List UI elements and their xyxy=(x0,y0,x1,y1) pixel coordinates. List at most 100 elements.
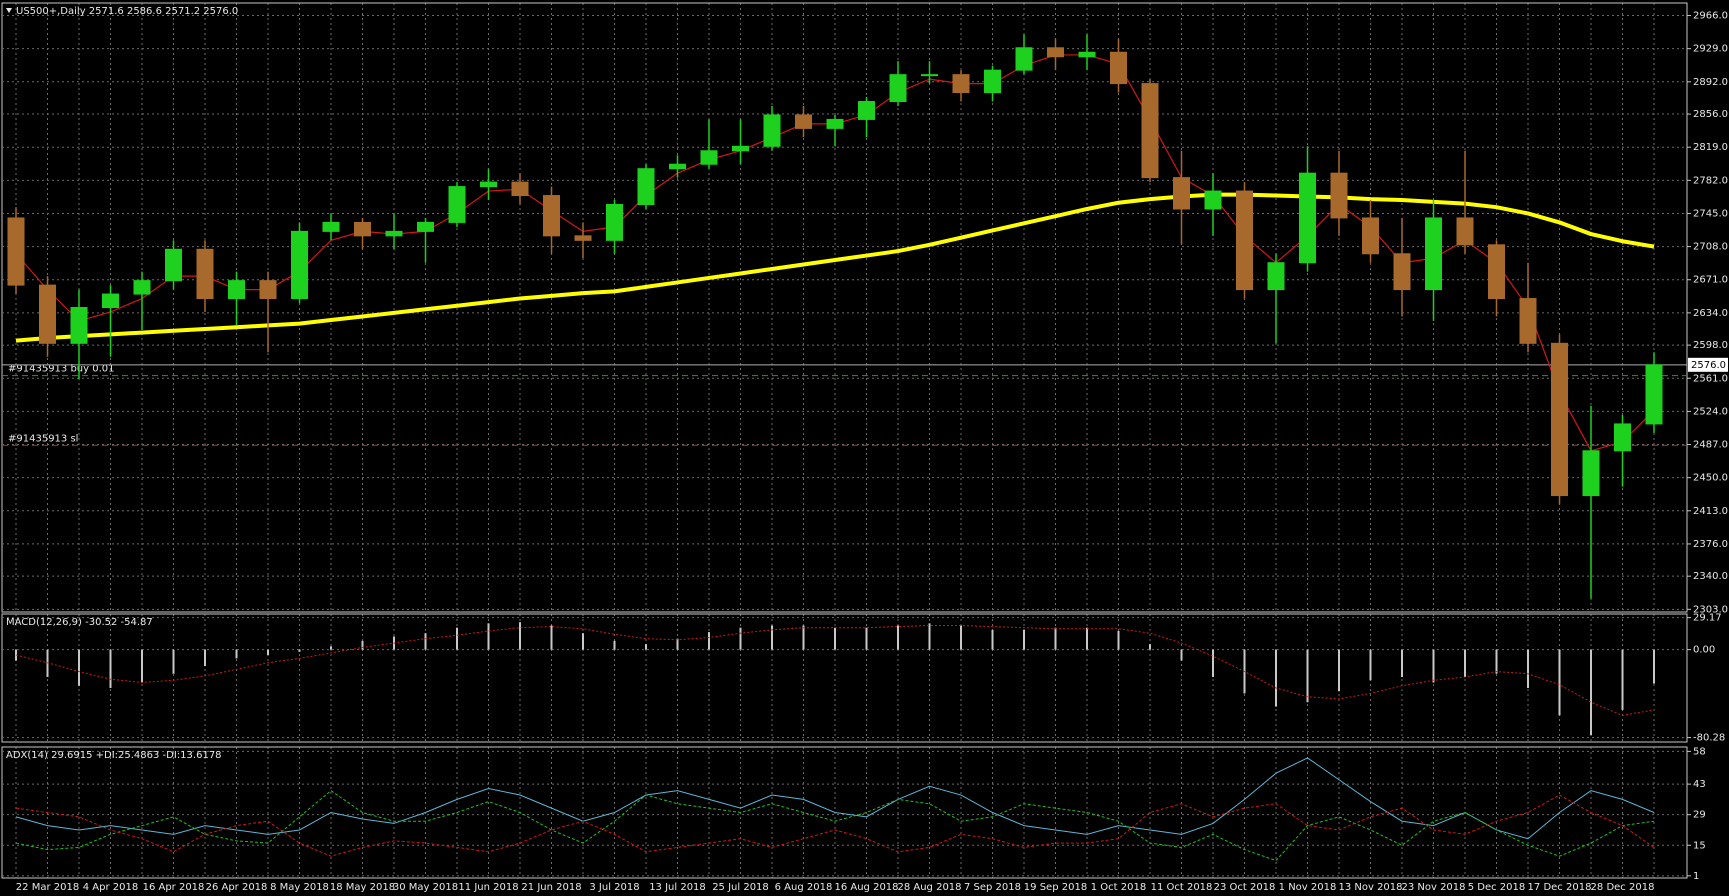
y-tick-label: 2892.0 xyxy=(1693,77,1728,88)
x-tick-label: 23 Oct 2018 xyxy=(1214,882,1276,893)
candle-body xyxy=(7,217,25,286)
candle-body xyxy=(984,69,1001,94)
macd-bar xyxy=(802,625,805,650)
macd-bar xyxy=(1653,649,1655,684)
x-tick-label: 5 Dec 2018 xyxy=(1468,882,1526,893)
macd-bar xyxy=(1338,649,1340,692)
x-tick-label: 4 Apr 2018 xyxy=(83,882,138,893)
x-tick-label: 13 Nov 2018 xyxy=(1338,882,1402,893)
y-tick-label: 2340.0 xyxy=(1693,571,1728,582)
x-tick-label: 18 May 2018 xyxy=(330,882,395,893)
panel-frame xyxy=(1,2,1688,613)
x-tick-label: 3 Jul 2018 xyxy=(589,882,639,893)
y-tick-label: 15 xyxy=(1693,840,1706,851)
candle-body xyxy=(1362,217,1379,255)
candle-body xyxy=(637,168,655,206)
candle-body xyxy=(889,74,907,103)
y-tick-label: -80.28 xyxy=(1693,733,1725,744)
candle-body xyxy=(763,114,781,147)
macd-bar xyxy=(1621,649,1624,710)
candle-body xyxy=(322,221,340,232)
candle-body xyxy=(1645,364,1663,425)
macd-bar xyxy=(1149,644,1151,650)
macd-bar xyxy=(928,623,931,650)
candle-body xyxy=(102,293,119,308)
candle-body xyxy=(1015,47,1033,71)
macd-bar xyxy=(1023,629,1025,650)
macd-bar xyxy=(487,623,490,650)
candle-body xyxy=(606,204,623,241)
candle-body xyxy=(196,248,214,300)
macd-bar xyxy=(550,625,553,650)
candle-body xyxy=(952,74,970,94)
candle-body xyxy=(228,280,245,300)
candle-body xyxy=(39,284,56,344)
macd-bar xyxy=(1117,630,1120,650)
order-label: #91435913 sl xyxy=(8,433,78,444)
y-tick-label: 43 xyxy=(1693,779,1706,790)
y-tick-label: 58 xyxy=(1693,746,1706,757)
x-tick-label: 11 Oct 2018 xyxy=(1151,882,1213,893)
macd-bar xyxy=(235,649,238,659)
y-tick-label: 2782.0 xyxy=(1693,175,1728,186)
macd-bar xyxy=(582,633,584,650)
candle-body xyxy=(1551,342,1568,497)
macd-bar xyxy=(330,646,332,650)
x-tick-label: 1 Nov 2018 xyxy=(1279,882,1337,893)
macd-bar xyxy=(424,633,427,650)
y-tick-label: 2745.0 xyxy=(1693,208,1728,219)
x-tick-label: 22 Mar 2018 xyxy=(16,882,79,893)
candle-body xyxy=(1519,298,1537,344)
y-tick-label: 2413.0 xyxy=(1693,506,1728,517)
candle-body xyxy=(1614,423,1631,452)
x-tick-label: 30 May 2018 xyxy=(393,882,458,893)
x-tick-label: 13 Jul 2018 xyxy=(649,882,706,893)
y-tick-label: 2966.0 xyxy=(1693,11,1728,22)
macd-bar xyxy=(1054,627,1057,650)
menu-arrow[interactable] xyxy=(6,8,12,13)
y-tick-label: 2708.0 xyxy=(1693,242,1728,253)
macd-bar xyxy=(960,625,962,650)
y-tick-label: 0.00 xyxy=(1693,645,1715,656)
candle-body xyxy=(1173,177,1190,210)
macd-bar xyxy=(361,640,364,650)
macd-bar xyxy=(1306,649,1309,703)
macd-bar xyxy=(1369,649,1372,681)
macd-bar xyxy=(1180,649,1183,661)
y-tick-label: 29.17 xyxy=(1693,613,1722,624)
y-tick-label: 2819.0 xyxy=(1693,142,1728,153)
panel-frame xyxy=(1,613,1688,743)
macd-bar xyxy=(991,629,994,650)
macd-bar xyxy=(739,627,742,650)
macd-bar xyxy=(1212,649,1214,678)
macd-bar xyxy=(865,627,868,650)
x-tick-label: 17 Dec 2018 xyxy=(1528,882,1592,893)
macd-bar xyxy=(1086,627,1088,650)
macd-bar xyxy=(172,649,175,674)
macd-bar xyxy=(771,625,773,650)
order-label: #91435913 buy 0.01 xyxy=(8,364,115,375)
macd-bar xyxy=(708,632,710,650)
candle-body xyxy=(700,150,718,165)
candle-body xyxy=(259,280,277,300)
x-tick-label: 6 Aug 2018 xyxy=(775,882,833,893)
y-tick-label: 2487.0 xyxy=(1693,440,1728,451)
candle-body xyxy=(1330,172,1348,219)
panel-title: US500+,Daily 2571.6 2586.6 2571.2 2576.0 xyxy=(16,6,238,17)
candle-body xyxy=(165,248,182,282)
macd-signal xyxy=(15,625,1655,716)
macd-bar xyxy=(204,649,206,667)
candle-body xyxy=(921,74,938,77)
macd-bar xyxy=(1558,649,1561,716)
candle-body xyxy=(480,181,497,188)
macd-bar xyxy=(46,649,49,678)
macd-bar xyxy=(1464,649,1466,678)
macd-bar xyxy=(456,627,458,650)
panel-frame xyxy=(1,746,1688,879)
x-tick-label: 7 Sep 2018 xyxy=(964,882,1021,893)
candle-body xyxy=(511,181,529,197)
macd-bar xyxy=(1275,649,1277,707)
candle-body xyxy=(1393,253,1411,291)
y-tick-label: 2856.0 xyxy=(1693,109,1728,120)
